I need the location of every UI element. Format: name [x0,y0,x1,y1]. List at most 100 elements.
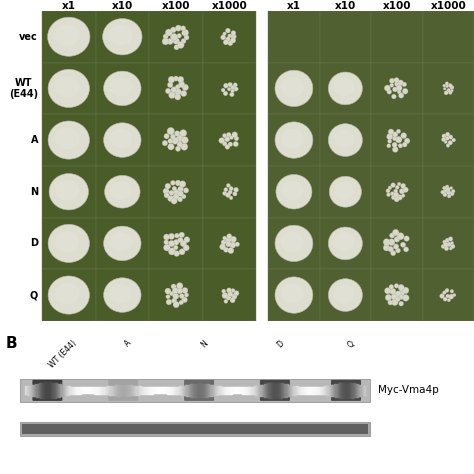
Circle shape [387,89,392,94]
Ellipse shape [109,284,132,303]
Circle shape [386,193,391,197]
Circle shape [164,240,169,245]
Ellipse shape [109,129,132,148]
Circle shape [165,183,171,189]
Text: x100: x100 [162,1,190,11]
Bar [422,114,474,166]
Circle shape [171,27,176,33]
Circle shape [443,186,447,190]
Bar [96,11,149,63]
Circle shape [401,133,407,138]
Circle shape [396,85,402,91]
Circle shape [228,82,232,87]
Bar [319,218,371,269]
Ellipse shape [55,180,79,201]
Circle shape [404,236,410,241]
Ellipse shape [55,231,80,252]
Ellipse shape [105,175,140,208]
Bar [371,269,422,321]
Circle shape [446,294,450,298]
Circle shape [174,251,180,256]
Circle shape [404,138,410,144]
Circle shape [227,183,230,187]
Circle shape [449,247,452,250]
Circle shape [177,288,182,294]
Circle shape [174,131,180,137]
FancyBboxPatch shape [184,380,214,401]
Circle shape [221,240,226,245]
Circle shape [235,242,239,246]
Ellipse shape [55,25,80,46]
Circle shape [168,248,175,255]
Circle shape [174,94,181,100]
Bar [42,63,96,114]
Circle shape [176,135,183,142]
Circle shape [445,289,449,292]
Ellipse shape [334,78,354,96]
Circle shape [233,191,237,196]
Circle shape [165,29,172,36]
Circle shape [169,92,175,99]
Circle shape [219,244,226,250]
Circle shape [234,136,239,141]
Circle shape [450,241,454,245]
Circle shape [397,90,401,94]
Bar [268,63,319,114]
Circle shape [181,38,186,44]
Bar [319,63,371,114]
Circle shape [402,287,409,294]
Circle shape [173,293,179,300]
Circle shape [232,132,237,137]
Circle shape [444,189,447,193]
Bar [203,114,256,166]
Circle shape [172,186,177,191]
Circle shape [172,288,179,294]
Circle shape [172,298,177,303]
Circle shape [448,237,453,241]
Bar [371,166,422,218]
Circle shape [178,186,183,192]
Circle shape [173,189,180,195]
Ellipse shape [48,224,90,263]
Circle shape [397,195,402,200]
Circle shape [394,237,400,242]
Text: A: A [30,135,38,145]
Circle shape [445,238,449,242]
Bar [268,166,319,218]
Circle shape [446,144,450,147]
Circle shape [402,142,407,147]
Ellipse shape [104,226,141,261]
Circle shape [168,240,175,246]
Circle shape [392,299,398,306]
Circle shape [442,137,446,142]
Bar [203,11,256,63]
Circle shape [170,33,177,40]
Ellipse shape [48,69,90,108]
Text: N: N [199,339,210,349]
Bar [203,63,256,114]
Circle shape [401,183,406,189]
Circle shape [402,82,407,87]
Bar [20,422,370,436]
Circle shape [387,144,391,148]
Ellipse shape [329,176,362,207]
Circle shape [394,197,399,202]
Circle shape [451,89,453,92]
Circle shape [168,233,174,239]
Bar [149,269,203,321]
Circle shape [173,37,180,44]
Text: x1000: x1000 [211,1,247,11]
Text: N: N [30,187,38,197]
Ellipse shape [110,182,132,200]
Ellipse shape [334,130,354,148]
Circle shape [175,180,181,186]
Circle shape [393,244,399,249]
Circle shape [228,41,233,46]
Circle shape [177,42,184,48]
Circle shape [181,91,187,97]
Circle shape [234,187,238,192]
Bar [422,218,474,269]
Ellipse shape [104,278,141,312]
Text: D: D [275,339,285,349]
Ellipse shape [335,182,354,199]
